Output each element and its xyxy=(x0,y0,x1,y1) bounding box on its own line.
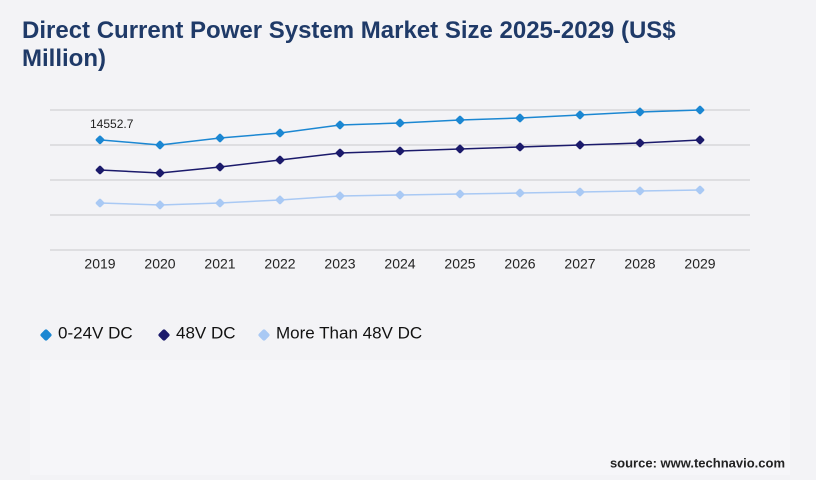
point xyxy=(635,107,645,117)
x-tick-label: 2019 xyxy=(84,256,115,272)
point xyxy=(395,118,405,128)
point xyxy=(215,133,225,143)
point xyxy=(515,142,525,152)
point xyxy=(215,162,225,172)
point xyxy=(275,195,285,205)
source: source: www.technavio.com xyxy=(610,455,785,470)
point xyxy=(95,165,105,175)
point xyxy=(155,200,165,210)
point xyxy=(335,120,345,130)
point xyxy=(695,135,705,145)
legend-label: 48V DC xyxy=(176,323,236,342)
panel xyxy=(30,360,790,475)
x-tick-label: 2027 xyxy=(564,256,595,272)
point xyxy=(335,148,345,158)
legend-label: More Than 48V DC xyxy=(276,323,422,342)
legend-marker xyxy=(258,329,270,341)
x-tick-label: 2020 xyxy=(144,256,175,272)
data-label: 14552.7 xyxy=(90,117,134,131)
legend-marker xyxy=(40,329,52,341)
point xyxy=(275,155,285,165)
point xyxy=(575,110,585,120)
x-tick-label: 2028 xyxy=(624,256,655,272)
point xyxy=(335,191,345,201)
point xyxy=(575,187,585,197)
point xyxy=(575,140,585,150)
point xyxy=(95,198,105,208)
point xyxy=(275,128,285,138)
point xyxy=(635,186,645,196)
point xyxy=(455,189,465,199)
x-tick-label: 2026 xyxy=(504,256,535,272)
x-tick-label: 2023 xyxy=(324,256,355,272)
x-tick-label: 2022 xyxy=(264,256,295,272)
legend-label: 0-24V DC xyxy=(58,323,133,342)
point xyxy=(695,105,705,115)
x-tick-label: 2024 xyxy=(384,256,415,272)
point xyxy=(215,198,225,208)
x-tick-label: 2029 xyxy=(684,256,715,272)
point xyxy=(455,144,465,154)
x-tick-label: 2021 xyxy=(204,256,235,272)
point xyxy=(155,140,165,150)
point xyxy=(395,146,405,156)
point xyxy=(455,115,465,125)
point xyxy=(695,185,705,195)
point xyxy=(155,168,165,178)
legend-marker xyxy=(158,329,170,341)
point xyxy=(395,190,405,200)
point xyxy=(95,135,105,145)
chart-title: Direct Current Power System Market Size … xyxy=(22,17,676,72)
point xyxy=(635,138,645,148)
point xyxy=(515,188,525,198)
x-tick-label: 2025 xyxy=(444,256,475,272)
point xyxy=(515,113,525,123)
